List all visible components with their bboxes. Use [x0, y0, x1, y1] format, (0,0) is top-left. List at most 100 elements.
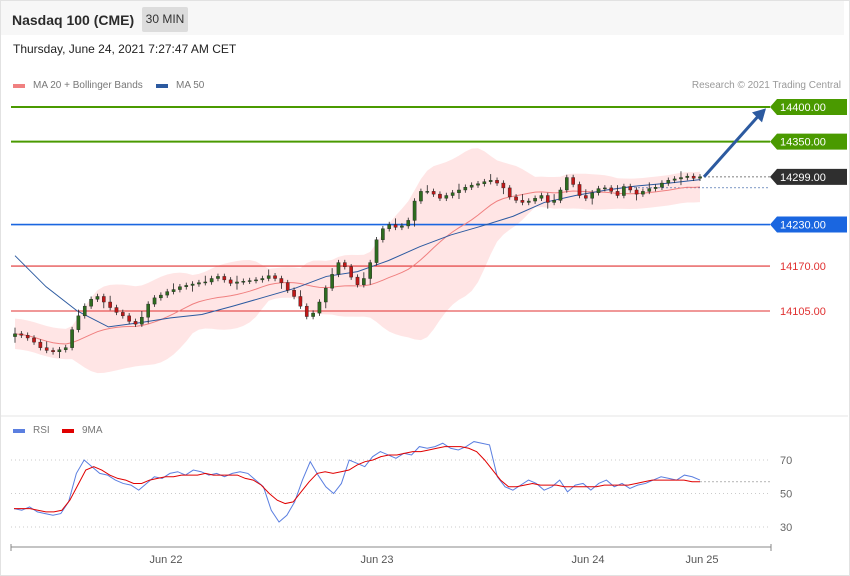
candle-body: [355, 276, 360, 285]
candle-body: [450, 192, 455, 196]
candle-body: [171, 289, 176, 292]
x-tick-label: Jun 25: [685, 554, 718, 566]
candle-body: [317, 301, 322, 314]
x-tick-label: Jun 22: [149, 554, 182, 566]
level-label-14350.00: 14350.00: [780, 137, 826, 149]
legend-ma50: MA 50: [156, 80, 204, 91]
candle-body: [292, 290, 296, 297]
candle-body: [526, 200, 531, 203]
rsi-swatch: [13, 428, 25, 433]
candle-body: [419, 191, 423, 202]
candle-body: [698, 176, 702, 179]
candle-body: [558, 189, 563, 201]
candle-body: [482, 181, 487, 184]
level-tag-14230.00: [770, 216, 847, 233]
candle-body: [431, 191, 436, 195]
candle-body: [140, 317, 144, 325]
level-label-14105.00: 14105.00: [780, 306, 826, 318]
chart-header: Nasdaq 100 (CME) 30 MIN: [1, 1, 844, 35]
legend-rsi9: 9MA: [62, 425, 103, 436]
candle-body: [159, 294, 163, 299]
candle-body: [545, 195, 550, 203]
level-label-14299.00: 14299.00: [780, 172, 826, 184]
level-label-14400.00: 14400.00: [780, 102, 826, 114]
candle-body: [38, 341, 43, 348]
timeframe-button[interactable]: 30 MIN: [142, 7, 188, 32]
x-tick-label: Jun 24: [571, 554, 604, 566]
legend-rsi: RSI: [13, 425, 50, 436]
candle-body: [76, 315, 81, 330]
candle-body: [400, 225, 404, 228]
candle-body: [488, 180, 493, 182]
candle-body: [577, 184, 582, 196]
candle-body: [647, 188, 652, 192]
chart-title: Nasdaq 100 (CME): [12, 12, 135, 28]
candle-body: [609, 187, 614, 192]
candle-body: [520, 200, 525, 203]
candle-body: [685, 175, 690, 178]
rsi-label: RSI: [33, 425, 50, 436]
candle-body: [444, 195, 449, 199]
candle-body: [495, 180, 499, 184]
candle-body: [336, 262, 341, 275]
candle-body: [25, 335, 30, 339]
candle-body: [387, 224, 392, 229]
rsi-tick-label: 30: [780, 522, 792, 534]
candle-body: [349, 266, 353, 278]
candle-body: [260, 278, 265, 281]
candle-body: [222, 276, 227, 281]
candle-body: [95, 296, 100, 300]
ma50-label: MA 50: [176, 80, 205, 91]
candle-body: [469, 184, 474, 188]
candle-body: [209, 278, 214, 283]
candle-body: [121, 312, 125, 317]
candle-body: [476, 183, 480, 186]
candle-body: [101, 296, 106, 303]
candle-body: [254, 279, 258, 282]
candle-body: [501, 182, 506, 189]
candle-body: [235, 281, 239, 284]
candle-body: [368, 262, 372, 279]
candle-body: [311, 312, 315, 317]
candle-body: [406, 220, 411, 227]
candle-body: [216, 276, 220, 279]
ma50-swatch: [156, 83, 168, 88]
x-tick-label: Jun 23: [360, 554, 393, 566]
candle-body: [590, 192, 594, 199]
candle-body: [362, 278, 366, 285]
candle-body: [393, 224, 398, 228]
candle-body: [19, 333, 24, 336]
candle-body: [679, 177, 683, 180]
candle-body: [108, 301, 112, 308]
candle-body: [228, 279, 233, 284]
candle-body: [603, 187, 607, 190]
candle-body: [32, 337, 36, 343]
level-tag-14299.00: [770, 168, 847, 185]
candle-body: [114, 307, 119, 313]
candle-body: [672, 178, 677, 181]
candle-body: [641, 191, 645, 195]
rsi-line-9MA: [14, 446, 700, 513]
level-label-14230.00: 14230.00: [780, 220, 826, 232]
candle-body: [285, 282, 290, 291]
candle-body: [89, 299, 93, 307]
copyright: Research © 2021 Trading Central: [691, 80, 841, 91]
candle-body: [615, 191, 620, 196]
candle-body: [304, 305, 309, 317]
candle-body: [266, 275, 271, 279]
forecast-arrow-head: [752, 108, 766, 123]
rsi9-label: 9MA: [82, 425, 103, 436]
candle-body: [203, 281, 208, 284]
candle-body: [571, 177, 575, 185]
candle-body: [133, 321, 138, 325]
candle-body: [374, 239, 379, 263]
candle-body: [178, 286, 182, 290]
candle-body: [127, 315, 131, 322]
level-label-14170.00: 14170.00: [780, 261, 826, 273]
candle-body: [51, 350, 55, 353]
candle-body: [197, 282, 201, 285]
candle-body: [533, 198, 537, 202]
candle-body: [70, 329, 74, 348]
ma20-swatch: [13, 83, 25, 88]
